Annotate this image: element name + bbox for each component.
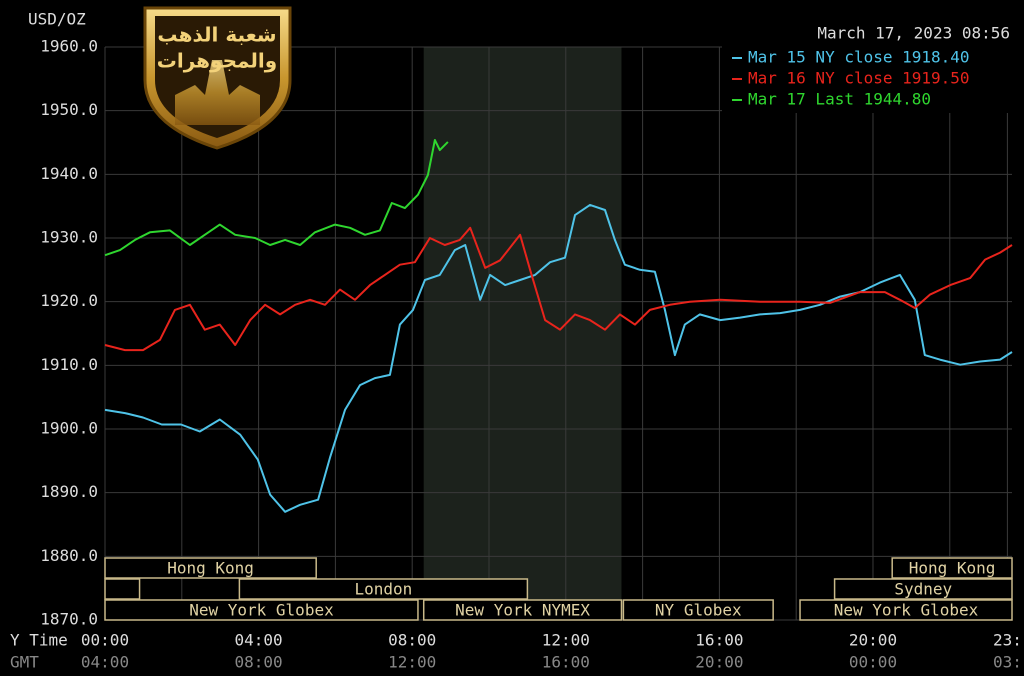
session-box [891,557,1013,579]
session-box [104,578,141,600]
session-label: Hong Kong [909,559,996,578]
legend-label: Mar 15 NY close 1918.40 [748,48,970,67]
x-tick-label: 08:00 [388,631,436,650]
legend-box [722,45,1022,113]
x-tick-label: 00:00 [81,631,129,650]
logo-text: والمجوهرات [157,49,277,73]
x-tick-label: 20:00 [849,631,897,650]
series-line [104,226,1013,352]
x-tick-label: 12:00 [542,631,590,650]
x2-axis-label: GMT [10,653,39,672]
session-box [104,557,317,579]
logo-buildings [175,60,260,125]
x-tick-label: 16:00 [695,631,743,650]
y-tick-label: 1920.0 [40,291,98,310]
legend-label: Mar 16 NY close 1919.50 [748,69,970,88]
y-tick-label: 1880.0 [40,546,98,565]
logo-text: شعبة الذهب [157,23,276,47]
x2-tick-label: 00:00 [849,653,897,672]
x2-tick-label: 20:00 [695,653,743,672]
y-tick-label: 1910.0 [40,355,98,374]
session-label: New York NYMEX [455,601,590,620]
x2-tick-label: 16:00 [542,653,590,672]
session-label: New York Globex [834,601,979,620]
session-label: London [354,580,412,599]
logo: شعبة الذهب والمجوهرات [143,6,292,150]
x-tick-label: 23: [993,631,1022,650]
x2-tick-label: 08:00 [235,653,283,672]
y-tick-label: 1870.0 [40,610,98,629]
session-box [833,578,1013,600]
session-box [622,599,774,621]
session-box [238,578,529,600]
timestamp: March 17, 2023 08:56 [817,24,1010,43]
y-tick-label: 1930.0 [40,228,98,247]
x-tick-label: 04:00 [235,631,283,650]
y-tick-label: 1960.0 [40,37,98,56]
unit-label: USD/OZ [28,10,86,29]
y-tick-label: 1940.0 [40,164,98,183]
y-tick-label: 1950.0 [40,100,98,119]
series-line [104,139,449,257]
session-box [422,599,623,621]
x2-tick-label: 03: [993,653,1022,672]
series-line [104,203,1013,513]
session-box [799,599,1013,621]
x2-tick-label: 12:00 [388,653,436,672]
session-label: Sydney [894,580,952,599]
y-tick-label: 1890.0 [40,482,98,501]
session-shade [423,47,622,620]
session-label: NY Globex [655,601,742,620]
session-box [104,599,419,621]
session-label: New York Globex [189,601,334,620]
session-label: Hong Kong [167,559,254,578]
x2-tick-label: 04:00 [81,653,129,672]
x-axis-label: Y Time [10,631,68,650]
legend-label: Mar 17 Last 1944.80 [748,90,931,109]
y-tick-label: 1900.0 [40,419,98,438]
